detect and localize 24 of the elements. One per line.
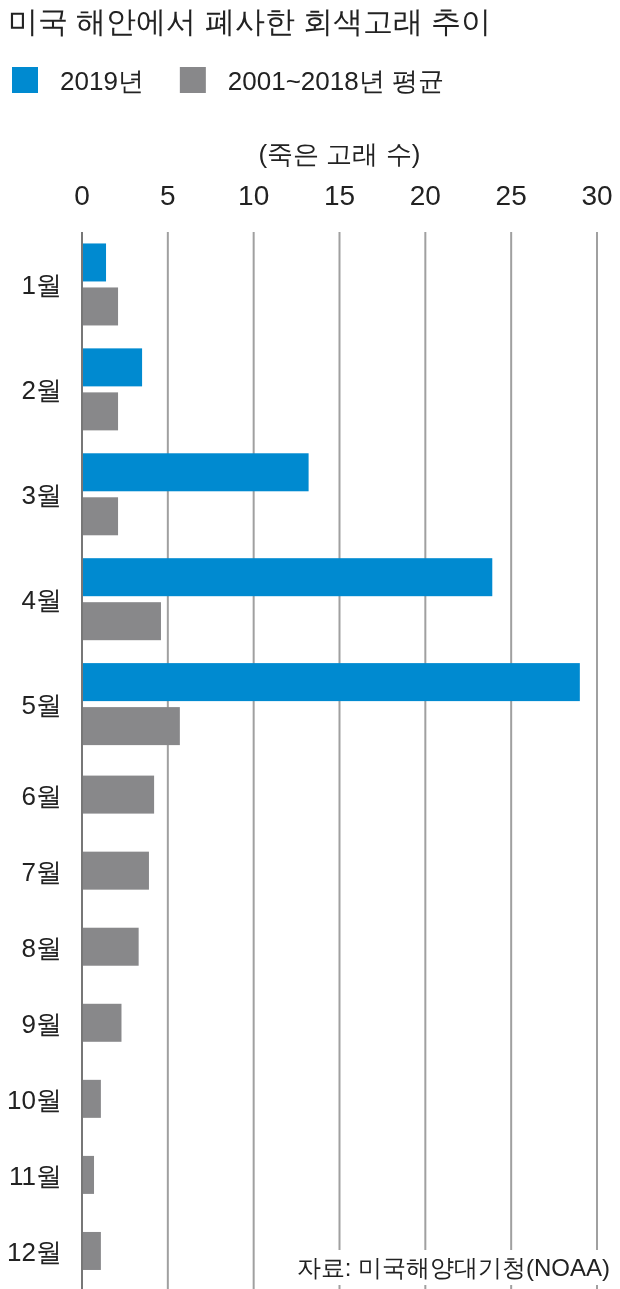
x-axis-title: (죽은 고래 수) <box>258 139 421 169</box>
x-tick-label: 0 <box>74 180 90 211</box>
y-tick-label: 10월 <box>7 1084 62 1115</box>
x-tick-label: 5 <box>160 180 176 211</box>
y-tick-label: 4월 <box>21 585 62 616</box>
x-tick-label: 30 <box>581 180 613 211</box>
annotation: 자료: 미국해양대기청(NOAA) <box>296 1254 610 1281</box>
y-tick-label: 2월 <box>21 375 62 406</box>
x-tick-label: 25 <box>495 180 527 211</box>
y-tick-label: 3월 <box>21 480 62 511</box>
x-tick-label: 10 <box>238 180 270 211</box>
legend-label: 2001~2018년 평균 <box>227 66 444 96</box>
y-tick-label: 7월 <box>21 856 62 887</box>
y-tick-label: 11월 <box>9 1160 62 1191</box>
x-tick-label: 20 <box>409 180 441 211</box>
y-tick-label: 8월 <box>21 932 62 963</box>
y-tick-label: 9월 <box>21 1008 62 1039</box>
y-tick-label: 1월 <box>21 270 62 301</box>
x-tick-label: 15 <box>323 180 356 211</box>
y-tick-label: 5월 <box>21 690 62 721</box>
y-tick-label: 6월 <box>21 780 62 811</box>
legend-label: 2019년 <box>60 66 144 96</box>
y-tick-label: 12월 <box>7 1236 62 1267</box>
chart-title: 미국 해안에서 폐사한 회색고래 추이 <box>8 5 492 38</box>
